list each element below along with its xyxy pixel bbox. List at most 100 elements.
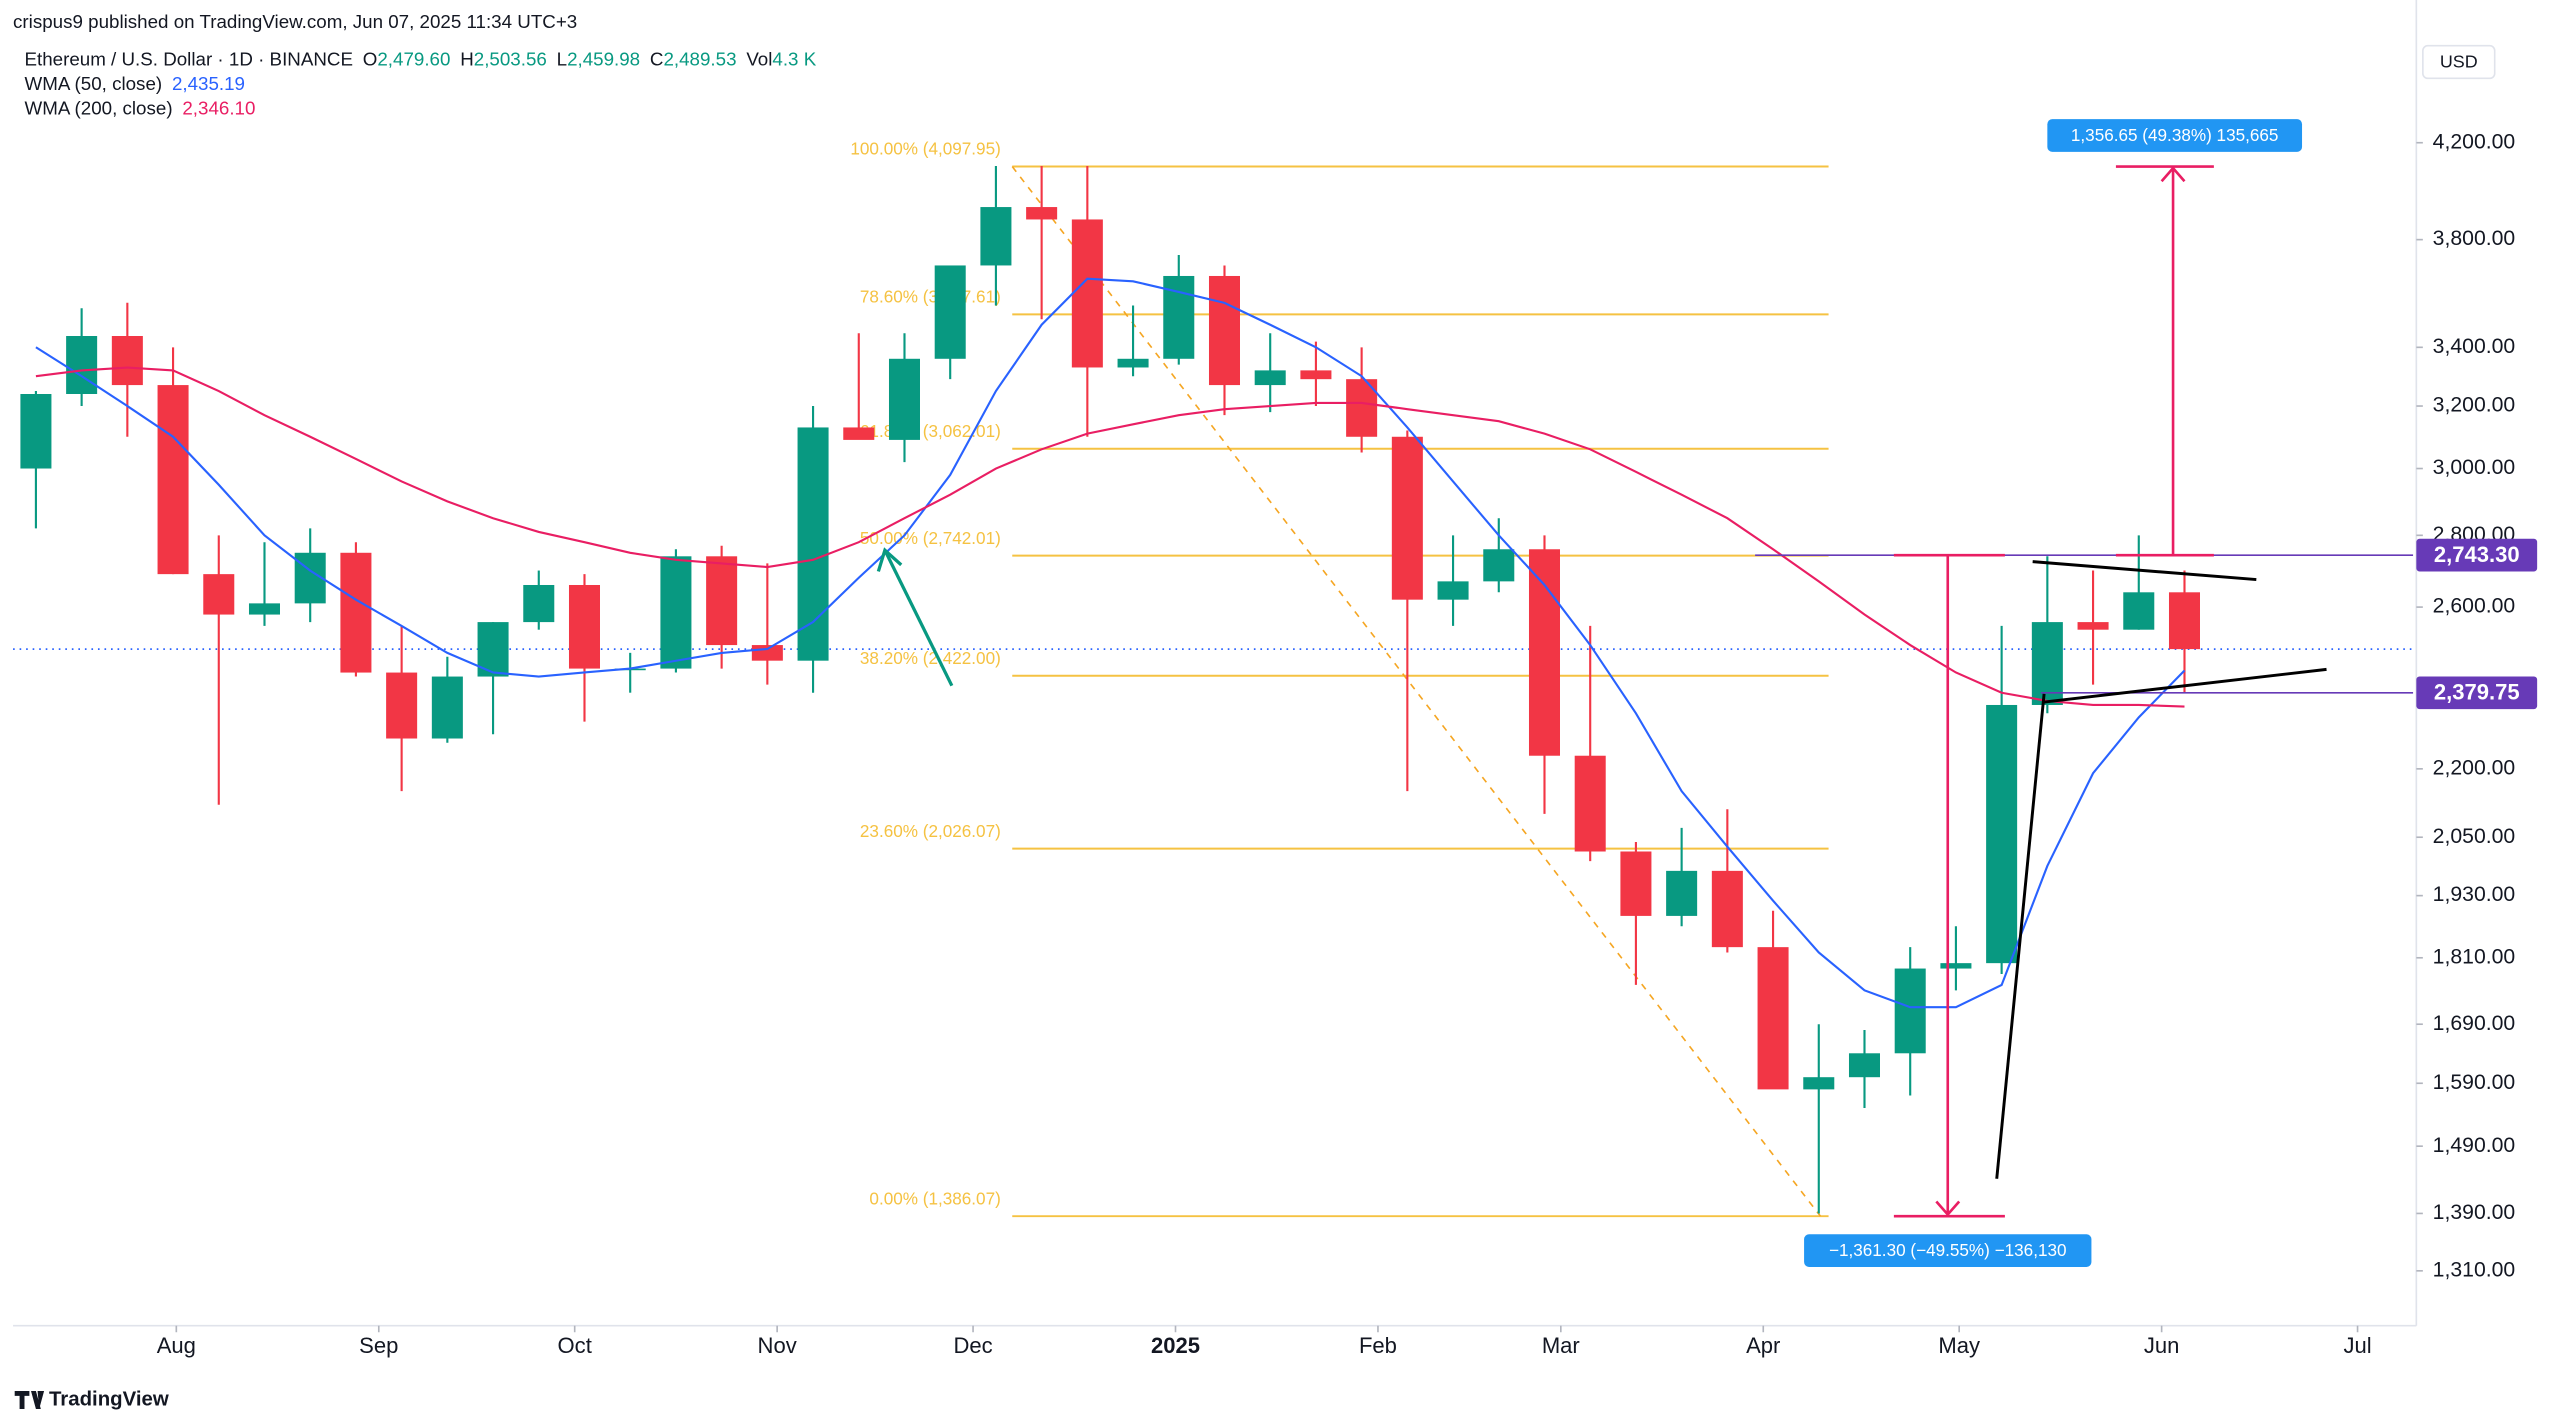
fib-label: 100.00% (4,097.95) xyxy=(850,139,1000,159)
y-tick-label: 1,590.00 xyxy=(2433,1071,2516,1094)
legend-value: 2,346.10 xyxy=(182,97,255,118)
candle-body xyxy=(1620,851,1652,916)
legend-name: WMA (50, close) xyxy=(24,73,162,94)
candle-body xyxy=(1391,436,1423,600)
candle-body xyxy=(1848,1053,1880,1078)
y-tick-label: 1,810.00 xyxy=(2433,945,2516,968)
y-tick-label: 2,200.00 xyxy=(2433,756,2516,779)
candle-body xyxy=(20,394,52,469)
ohlc-key: L xyxy=(557,48,567,69)
candle-body xyxy=(568,584,600,669)
trend-line xyxy=(2032,560,2257,582)
legend-name: WMA (200, close) xyxy=(24,97,172,118)
candle-body xyxy=(1208,275,1240,386)
candle-body xyxy=(888,358,920,440)
y-tick-label: 3,200.00 xyxy=(2433,394,2516,417)
ohlc-value: 2,459.98 xyxy=(567,48,640,69)
y-tick-label: 3,400.00 xyxy=(2433,335,2516,358)
candle-body xyxy=(934,265,966,359)
candle-body xyxy=(1117,358,1149,368)
currency: USD xyxy=(2440,52,2478,72)
fib-label: 78.60% (3,517.61) xyxy=(860,287,1001,307)
candle-body xyxy=(157,385,189,575)
legend-entry: WMA (50, close) 2,435.19 xyxy=(24,73,244,94)
measure-label: −1,361.30 (−49.55%) −136,130 xyxy=(1829,1240,2067,1260)
measure-box xyxy=(1804,1234,2092,1267)
candle-body xyxy=(66,336,98,395)
price-label: 2,743.30 xyxy=(2434,542,2520,567)
x-tick-label: Oct xyxy=(558,1333,592,1358)
trend-line xyxy=(1995,693,2046,1179)
candle-body xyxy=(2168,592,2200,650)
candle-body xyxy=(1437,581,1469,600)
y-tick-label: 2,600.00 xyxy=(2433,595,2516,618)
x-tick-label: Aug xyxy=(157,1333,196,1358)
x-tick-label: Mar xyxy=(1542,1333,1580,1358)
x-tick-label: 2025 xyxy=(1151,1333,1200,1358)
candle-body xyxy=(660,556,692,669)
candle-body xyxy=(2123,592,2155,630)
candle-body xyxy=(340,552,372,673)
candle-body xyxy=(203,574,235,615)
candle-body xyxy=(980,207,1012,266)
y-tick-label: 1,490.00 xyxy=(2433,1134,2516,1157)
candle-body xyxy=(523,584,555,623)
y-tick-label: 1,310.00 xyxy=(2433,1258,2516,1281)
legend-value: 2,435.19 xyxy=(172,73,245,94)
arrow-head xyxy=(2160,166,2186,183)
price-label: 2,379.75 xyxy=(2434,679,2520,704)
price-label-box xyxy=(2416,538,2538,572)
y-tick-label: 1,390.00 xyxy=(2433,1201,2516,1224)
candle-body xyxy=(1894,968,1926,1054)
measure-box xyxy=(2047,119,2303,152)
x-tick-label: May xyxy=(1938,1333,1980,1358)
candle-body xyxy=(111,336,143,386)
symbol-line: Ethereum / U.S. Dollar · 1D · BINANCE O2,… xyxy=(24,48,816,69)
candle-body xyxy=(431,676,463,739)
x-tick-label: Jul xyxy=(2343,1333,2371,1358)
green-arrow-head xyxy=(876,547,903,572)
candle-body xyxy=(751,645,783,661)
candle-body xyxy=(1026,207,1058,220)
candle-body xyxy=(706,556,738,646)
candle-body xyxy=(1757,947,1789,1090)
x-tick-label: Apr xyxy=(1746,1333,1780,1358)
y-tick-label: 3,800.00 xyxy=(2433,227,2516,250)
candle-body xyxy=(1528,549,1560,756)
legend-entry: WMA (200, close) 2,346.10 xyxy=(24,97,255,118)
candle-body xyxy=(1574,755,1606,852)
ohlc-value: 2,503.56 xyxy=(474,48,547,69)
measure-label: 1,356.65 (49.38%) 135,665 xyxy=(2071,125,2279,145)
fib-label: 38.20% (2,422.00) xyxy=(860,648,1001,668)
logo-mark xyxy=(14,1391,45,1409)
candle-body xyxy=(1483,549,1515,582)
ohlc-value: 2,489.53 xyxy=(663,48,736,69)
y-tick-label: 2,050.00 xyxy=(2433,825,2516,848)
x-tick-label: Feb xyxy=(1359,1333,1397,1358)
vol-value: 4.3 K xyxy=(772,48,816,69)
candle-body xyxy=(1254,370,1286,386)
currency-box[interactable] xyxy=(2422,44,2496,80)
ohlc-value: 2,479.60 xyxy=(377,48,450,69)
candle-body xyxy=(1940,963,1972,969)
trend-line xyxy=(2043,667,2327,704)
candle-body xyxy=(1300,370,1332,380)
candle-body xyxy=(797,427,829,661)
x-tick-label: Dec xyxy=(953,1333,992,1358)
candle-body xyxy=(1803,1077,1835,1090)
candle-body xyxy=(2031,622,2063,705)
candle-body xyxy=(2077,622,2109,630)
y-tick-label: 1,930.00 xyxy=(2433,883,2516,906)
y-tick-label: 4,200.00 xyxy=(2433,130,2516,153)
ohlc-key: H xyxy=(460,48,474,69)
candle-body xyxy=(248,603,280,615)
arrow-head xyxy=(1935,1200,1961,1217)
candle-body xyxy=(1071,219,1103,368)
tradingview-logo xyxy=(14,1391,45,1409)
moving-average xyxy=(35,366,2185,708)
fib-label: 23.60% (2,026.07) xyxy=(860,821,1001,841)
published-line: crispus9 published on TradingView.com, J… xyxy=(13,11,577,32)
x-tick-label: Nov xyxy=(758,1333,797,1358)
